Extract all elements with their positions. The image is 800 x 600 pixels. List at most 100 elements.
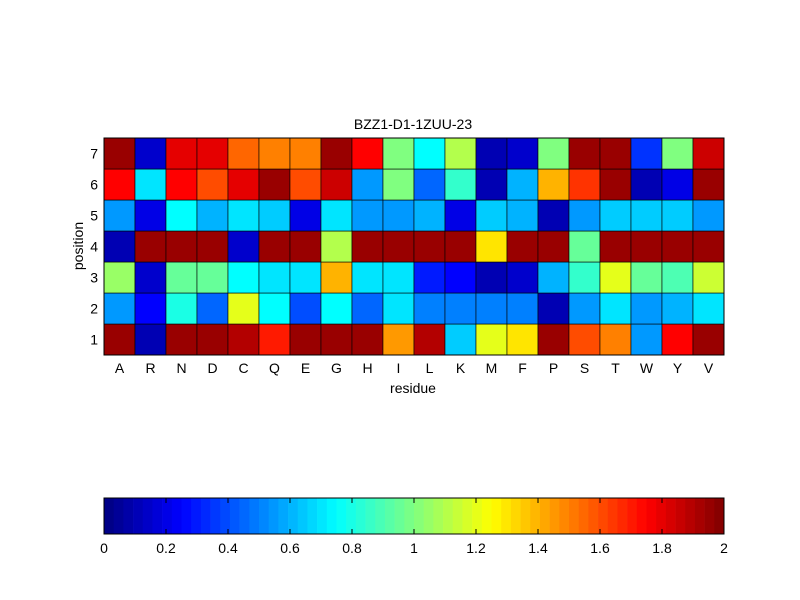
y-tick-label: 1	[90, 332, 98, 348]
heatmap-cell	[103, 137, 136, 170]
chart-title: BZZ1-D1-1ZUU-23	[354, 116, 472, 132]
heatmap-cell	[692, 292, 725, 325]
heatmap-cell	[289, 137, 322, 170]
heatmap-cell	[506, 292, 539, 325]
colorbar-band	[443, 498, 454, 534]
heatmap-cell	[692, 168, 725, 201]
colorbar-band	[375, 498, 386, 534]
heatmap-cell	[227, 323, 260, 356]
heatmap-cell	[320, 292, 353, 325]
y-tick-labels: 1 2 3 4 5 6 7	[90, 146, 98, 348]
heatmap-cell	[258, 261, 291, 294]
heatmap-cell	[134, 230, 167, 263]
heatmap-cell	[568, 292, 601, 325]
heatmap-cell	[351, 261, 384, 294]
x-tick-label: K	[456, 360, 466, 376]
colorbar-band	[268, 498, 279, 534]
colorbar-band	[588, 498, 599, 534]
heatmap-cell	[444, 230, 477, 263]
colorbar-band	[675, 498, 686, 534]
colorbar-band	[104, 498, 114, 534]
heatmap-cell	[103, 199, 136, 232]
colorbar-band	[549, 498, 560, 534]
colorbar-band	[171, 498, 182, 534]
y-tick-label: 2	[90, 301, 98, 317]
heatmap-cell	[413, 168, 446, 201]
heatmap-cell	[103, 323, 136, 356]
heatmap-cell	[351, 168, 384, 201]
x-tick-label: G	[331, 360, 342, 376]
heatmap-cell	[196, 261, 229, 294]
heatmap-cell	[196, 323, 229, 356]
heatmap-cell	[351, 199, 384, 232]
heatmap-cell	[630, 292, 663, 325]
heatmap-cell	[196, 168, 229, 201]
colorbar-tick-label: 0.4	[218, 540, 238, 556]
heatmap-cell	[103, 230, 136, 263]
heatmap-cell	[692, 199, 725, 232]
heatmap-cell	[444, 261, 477, 294]
y-tick-label: 6	[90, 177, 98, 193]
heatmap-cell	[227, 168, 260, 201]
colorbar-band	[539, 498, 550, 534]
colorbar-band	[278, 498, 289, 534]
heatmap-cell	[258, 230, 291, 263]
x-tick-label: Q	[269, 360, 280, 376]
heatmap-cell	[661, 323, 694, 356]
colorbar-band	[365, 498, 376, 534]
heatmap-cell	[134, 137, 167, 170]
heatmap-cell	[289, 323, 322, 356]
heatmap-cell	[599, 323, 632, 356]
heatmap-cell	[506, 137, 539, 170]
colorbar-band	[452, 498, 463, 534]
x-tick-label: R	[145, 360, 155, 376]
x-tick-label: T	[611, 360, 620, 376]
heatmap-cell	[444, 323, 477, 356]
heatmap-cell	[134, 168, 167, 201]
colorbar-band	[229, 498, 240, 534]
heatmap-cell	[258, 323, 291, 356]
heatmap-cell	[661, 168, 694, 201]
heatmap-cell	[413, 199, 446, 232]
heatmap-cell	[289, 230, 322, 263]
heatmap-cell	[599, 292, 632, 325]
colorbar-band	[200, 498, 211, 534]
heatmap-cell	[134, 261, 167, 294]
heatmap-cell	[413, 323, 446, 356]
colorbar-band	[162, 498, 173, 534]
colorbar-band	[433, 498, 444, 534]
colorbar-band	[414, 498, 424, 534]
x-tick-label: P	[549, 360, 558, 376]
colorbar-tick-label: 1	[410, 540, 418, 556]
heatmap-cell	[258, 199, 291, 232]
x-tick-label: M	[486, 360, 498, 376]
colorbar-band	[384, 498, 395, 534]
heatmap-cell	[444, 137, 477, 170]
colorbar-band	[191, 498, 202, 534]
y-tick-label: 3	[90, 270, 98, 286]
colorbar-band	[181, 498, 192, 534]
colorbar-band	[297, 498, 308, 534]
colorbar-band	[598, 498, 609, 534]
colorbar-band	[530, 498, 541, 534]
heatmap-cell	[661, 261, 694, 294]
y-tick-label: 4	[90, 239, 98, 255]
colorbar-band	[481, 498, 492, 534]
colorbar-tick-label: 0.8	[342, 540, 362, 556]
heatmap-cell	[289, 168, 322, 201]
heatmap-cell	[165, 292, 198, 325]
heatmap-cell	[599, 261, 632, 294]
heatmap-cell	[227, 230, 260, 263]
y-axis-label: position	[70, 222, 86, 270]
colorbar-band	[694, 498, 705, 534]
heatmap-cell	[506, 199, 539, 232]
colorbar-band	[326, 498, 337, 534]
heatmap-cell	[599, 230, 632, 263]
heatmap-cell	[289, 199, 322, 232]
colorbar-band	[472, 498, 483, 534]
heatmap-cell	[568, 137, 601, 170]
colorbar-band	[123, 498, 134, 534]
colorbar-band	[578, 498, 589, 534]
